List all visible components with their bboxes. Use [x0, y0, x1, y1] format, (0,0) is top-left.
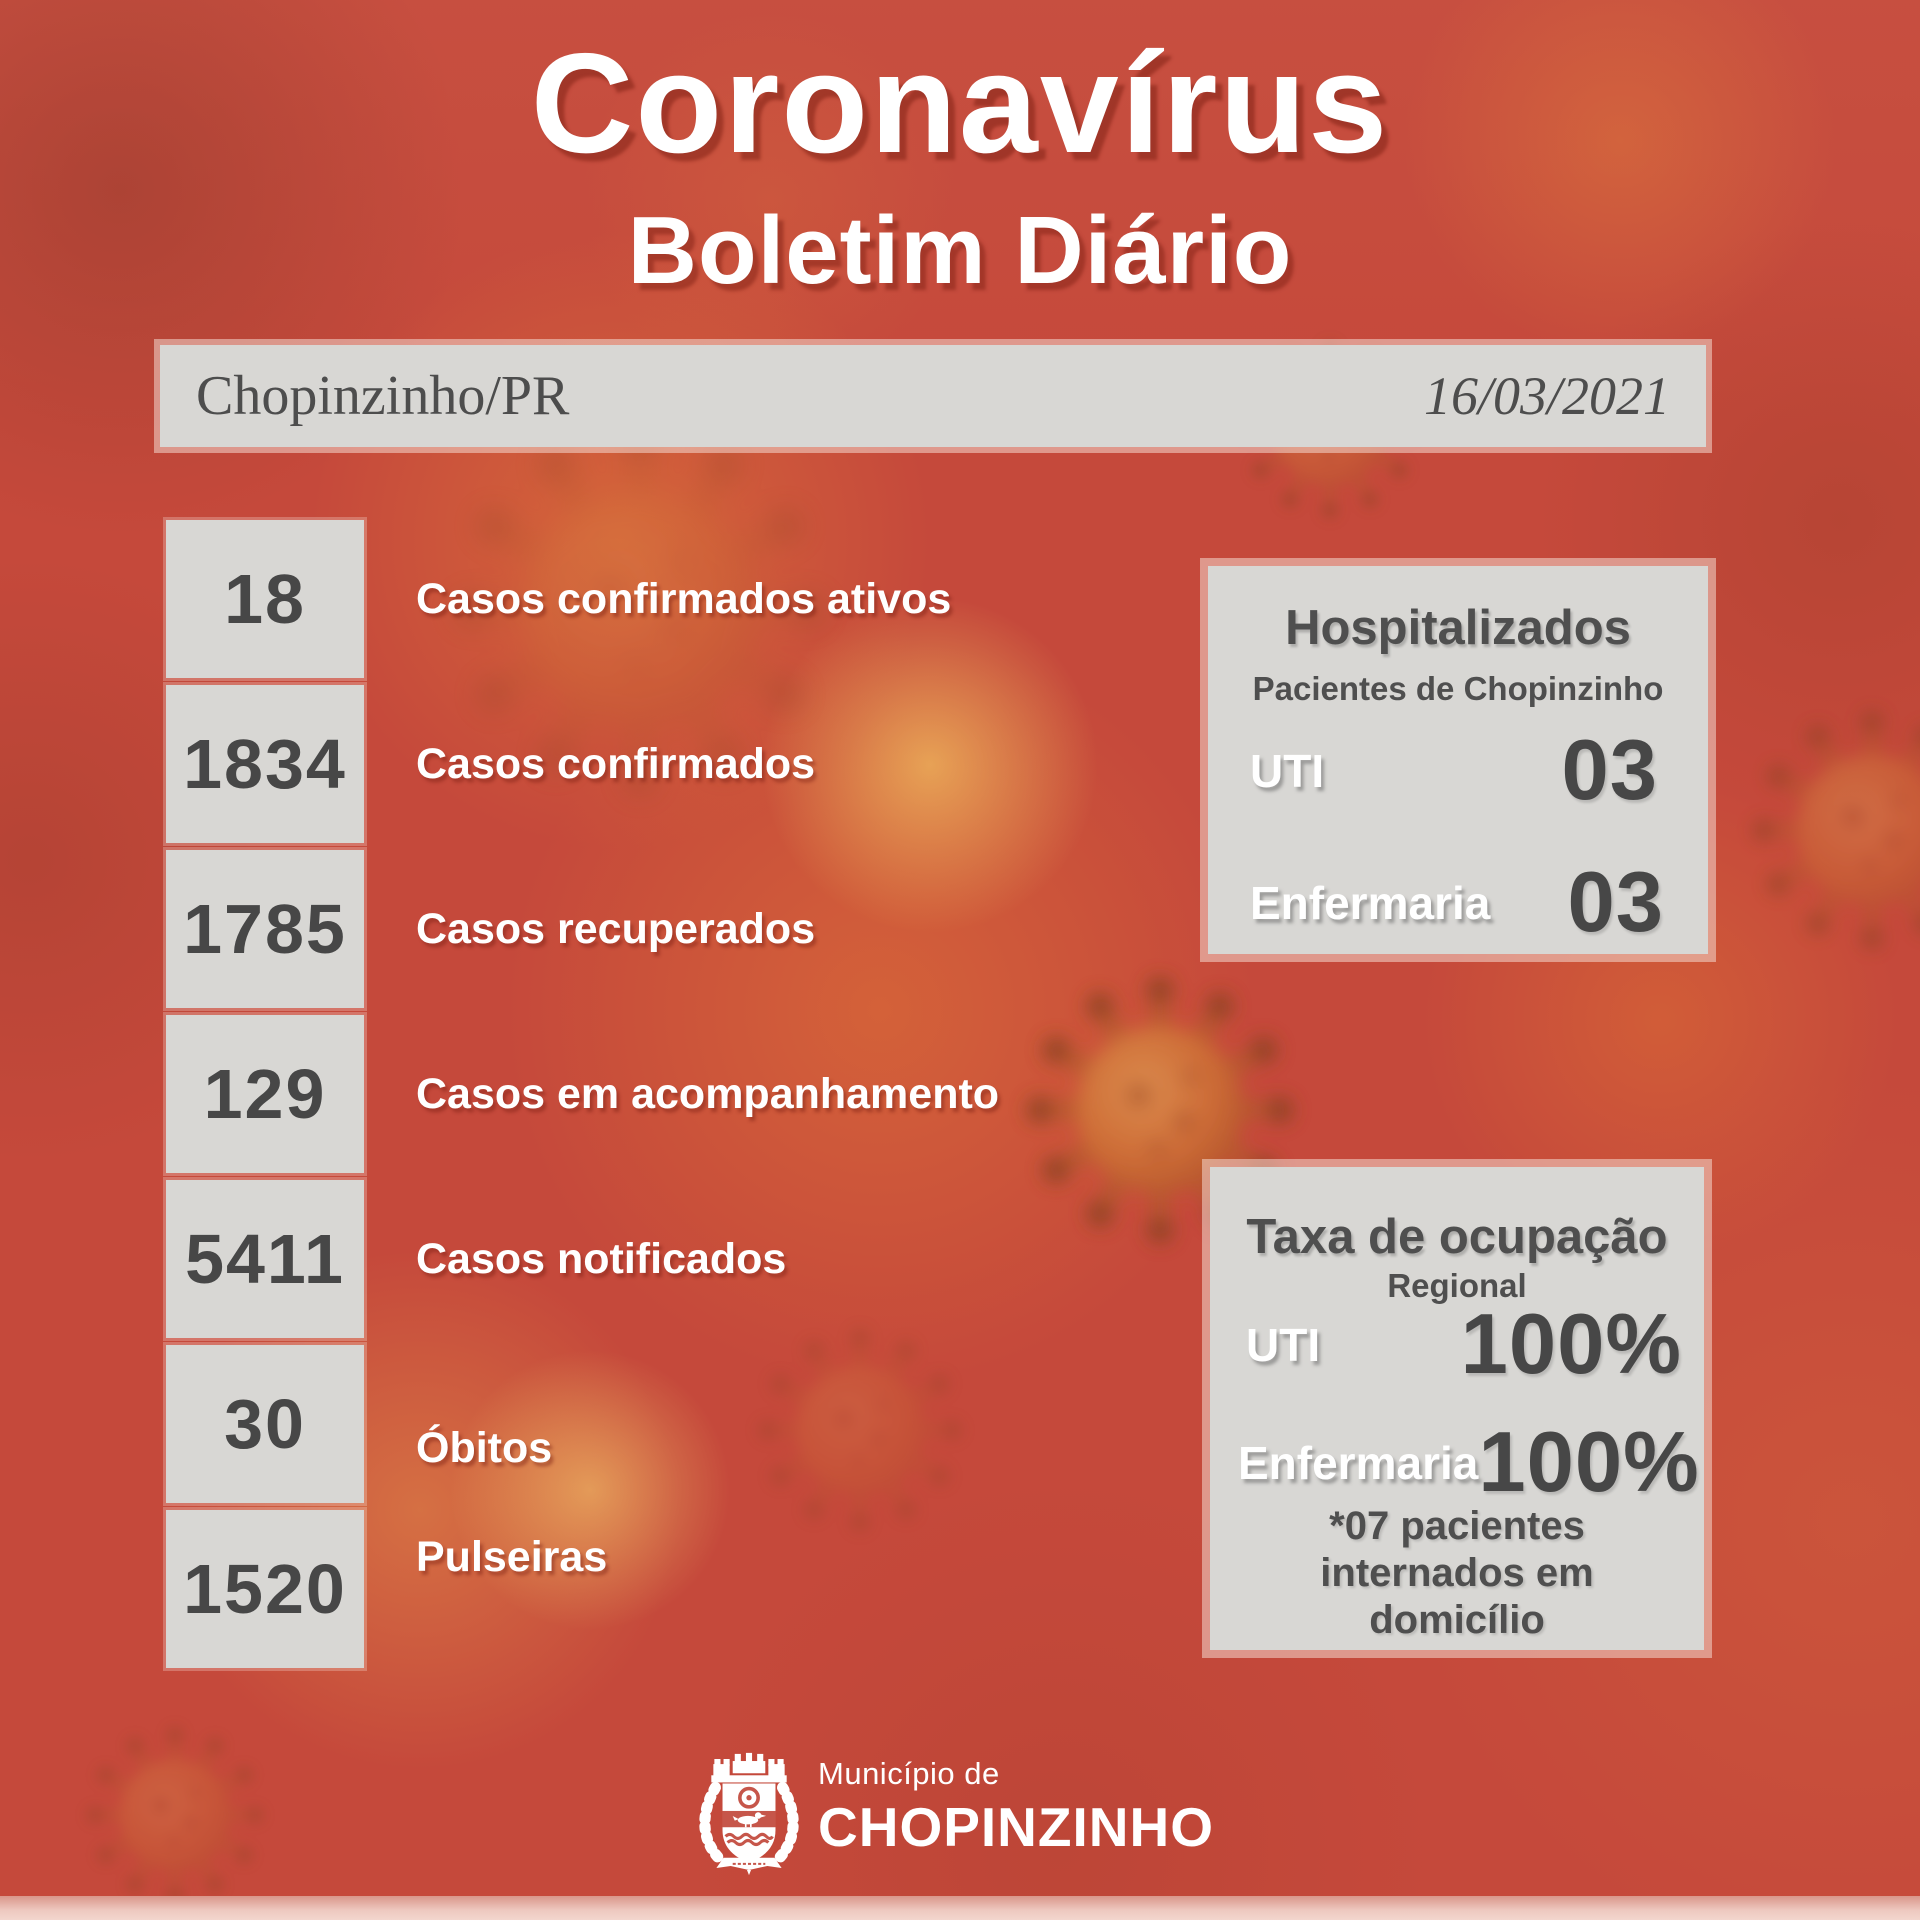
stat-label: Casos notificados [416, 1234, 787, 1283]
stat-row-casos-acompanhamento: 129 Casos em acompanhamento [166, 1015, 999, 1173]
row-label: Enfermaria [1250, 877, 1491, 929]
stat-value: 1520 [183, 1550, 347, 1628]
stat-row-pulseiras: 1520 Pulseiras [166, 1510, 999, 1668]
stat-value: 18 [224, 560, 306, 638]
location-label: Chopinzinho/PR [196, 365, 570, 427]
occupancy-row-uti: UTI 100% [1246, 1295, 1682, 1395]
hospitalized-title: Hospitalizados [1285, 601, 1631, 655]
row-label: Enfermaria [1238, 1437, 1479, 1489]
stat-value: 1785 [183, 890, 347, 968]
stat-label: Casos confirmados ativos [416, 574, 952, 623]
row-value: 03 [1561, 723, 1658, 818]
stat-value: 5411 [185, 1220, 345, 1298]
stat-row-obitos: 30 Óbitos [166, 1345, 999, 1503]
row-value: 100% [1478, 1415, 1700, 1510]
stat-label: Casos confirmados [416, 739, 816, 788]
occupancy-subtitle: Regional [1387, 1267, 1527, 1304]
occupancy-title: Taxa de ocupação [1246, 1210, 1668, 1264]
row-value: 100% [1460, 1297, 1682, 1392]
stat-value-box: 18 [166, 520, 364, 678]
stat-row-casos-notificados: 5411 Casos notificados [166, 1180, 999, 1338]
stats-list: 18 Casos confirmados ativos 1834 Casos c… [166, 520, 999, 1668]
hospitalized-row-uti: UTI 03 [1250, 716, 1658, 826]
occupancy-row-enfermaria: Enfermaria 100% [1238, 1413, 1699, 1513]
municipality-name: CHOPINZINHO [818, 1796, 1214, 1858]
stat-value: 129 [203, 1055, 327, 1133]
hospitalized-panel: Hospitalizados Pacientes de Chopinzinho … [1208, 566, 1708, 954]
municipality-logo-text: Município de CHOPINZINHO [818, 1756, 1214, 1859]
stat-value-box: 5411 [166, 1180, 364, 1338]
stat-value-box: 129 [166, 1015, 364, 1173]
page-title: Coronavírus [530, 24, 1390, 183]
stat-label: Casos em acompanhamento [416, 1069, 1000, 1118]
row-label: UTI [1250, 745, 1325, 797]
info-bar: Chopinzinho/PR 16/03/2021 [160, 345, 1706, 447]
stat-label: Óbitos [416, 1423, 553, 1472]
hospitalized-subtitle: Pacientes de Chopinzinho [1252, 670, 1664, 707]
hospitalized-row-enfermaria: Enfermaria 03 [1250, 848, 1664, 958]
municipality-prefix: Município de [818, 1756, 1000, 1791]
stat-value: 30 [224, 1385, 306, 1463]
date-label: 16/03/2021 [1423, 366, 1670, 426]
row-value: 03 [1567, 855, 1664, 950]
stat-row-casos-recuperados: 1785 Casos recuperados [166, 850, 999, 1008]
stat-label: Casos recuperados [416, 904, 816, 953]
occupancy-note: *07 pacientes internados em domicílio [1320, 1504, 1594, 1642]
stat-label: Pulseiras [416, 1532, 608, 1581]
page-subtitle: Boletim Diário [627, 197, 1293, 304]
stat-value-box: 1785 [166, 850, 364, 1008]
occupancy-panel: Taxa de ocupação Regional UTI 100% Enfer… [1210, 1167, 1704, 1650]
stat-value-box: 1834 [166, 685, 364, 843]
stat-value-box: 30 [166, 1345, 364, 1503]
row-label: UTI [1246, 1319, 1321, 1371]
stat-value-box: 1520 [166, 1510, 364, 1668]
municipal-coat-of-arms-icon [699, 1752, 799, 1876]
stat-row-casos-confirmados: 1834 Casos confirmados [166, 685, 999, 843]
stat-value: 1834 [183, 725, 347, 803]
bottom-strip [0, 1896, 1920, 1920]
stat-row-casos-ativos: 18 Casos confirmados ativos [166, 520, 999, 678]
